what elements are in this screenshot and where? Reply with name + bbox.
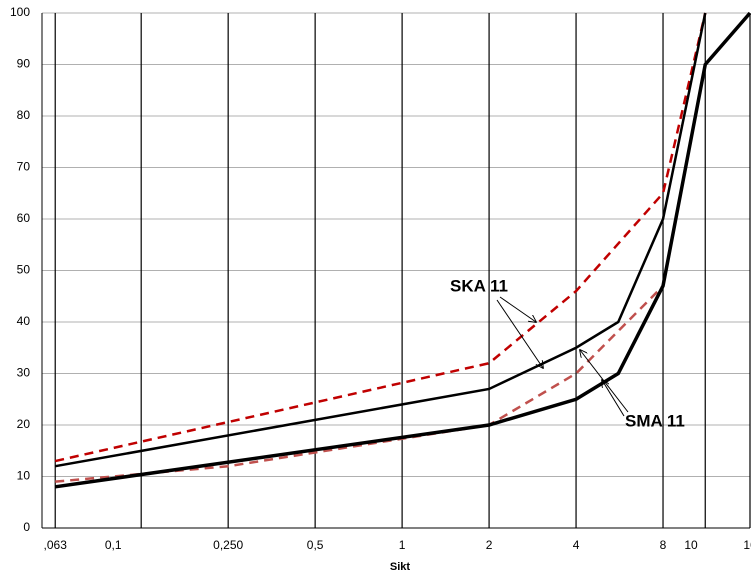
x-tick-label: 0,1 [105,538,122,552]
y-tick-label: 0 [23,520,30,534]
x-tick-label: 1 [399,538,406,552]
x-tick-label: 4 [573,538,580,552]
arrow [602,380,625,417]
x-tick-label: 10 [684,538,698,552]
annotation: SKA 11 [450,276,508,295]
x-tick-label: 16 [743,538,751,552]
y-tick-label: 60 [17,211,31,225]
x-axis-label: Sikt [390,561,411,573]
data-line [54,12,707,463]
arrow [580,350,629,413]
data-line [55,12,707,468]
x-tick-label: ,063 [44,538,68,552]
y-tick-label: 30 [17,366,31,380]
y-tick-label: 100 [10,5,30,19]
y-tick-label: 90 [17,57,31,71]
y-tick-label: 70 [17,160,31,174]
x-tick-label: 0,250 [213,538,243,552]
y-tick-label: 50 [17,263,31,277]
x-tick-label: 2 [486,538,493,552]
y-tick-label: 40 [17,314,31,328]
arrow [496,299,543,368]
y-tick-label: 20 [17,417,31,431]
data-line [54,11,751,489]
x-tick-label: 0,5 [307,538,324,552]
arrow [499,296,536,322]
annotation: SMA 11 [625,411,685,430]
x-tick-label: 8 [660,538,667,552]
y-tick-label: 80 [17,108,31,122]
y-tick-label: 10 [17,469,31,483]
